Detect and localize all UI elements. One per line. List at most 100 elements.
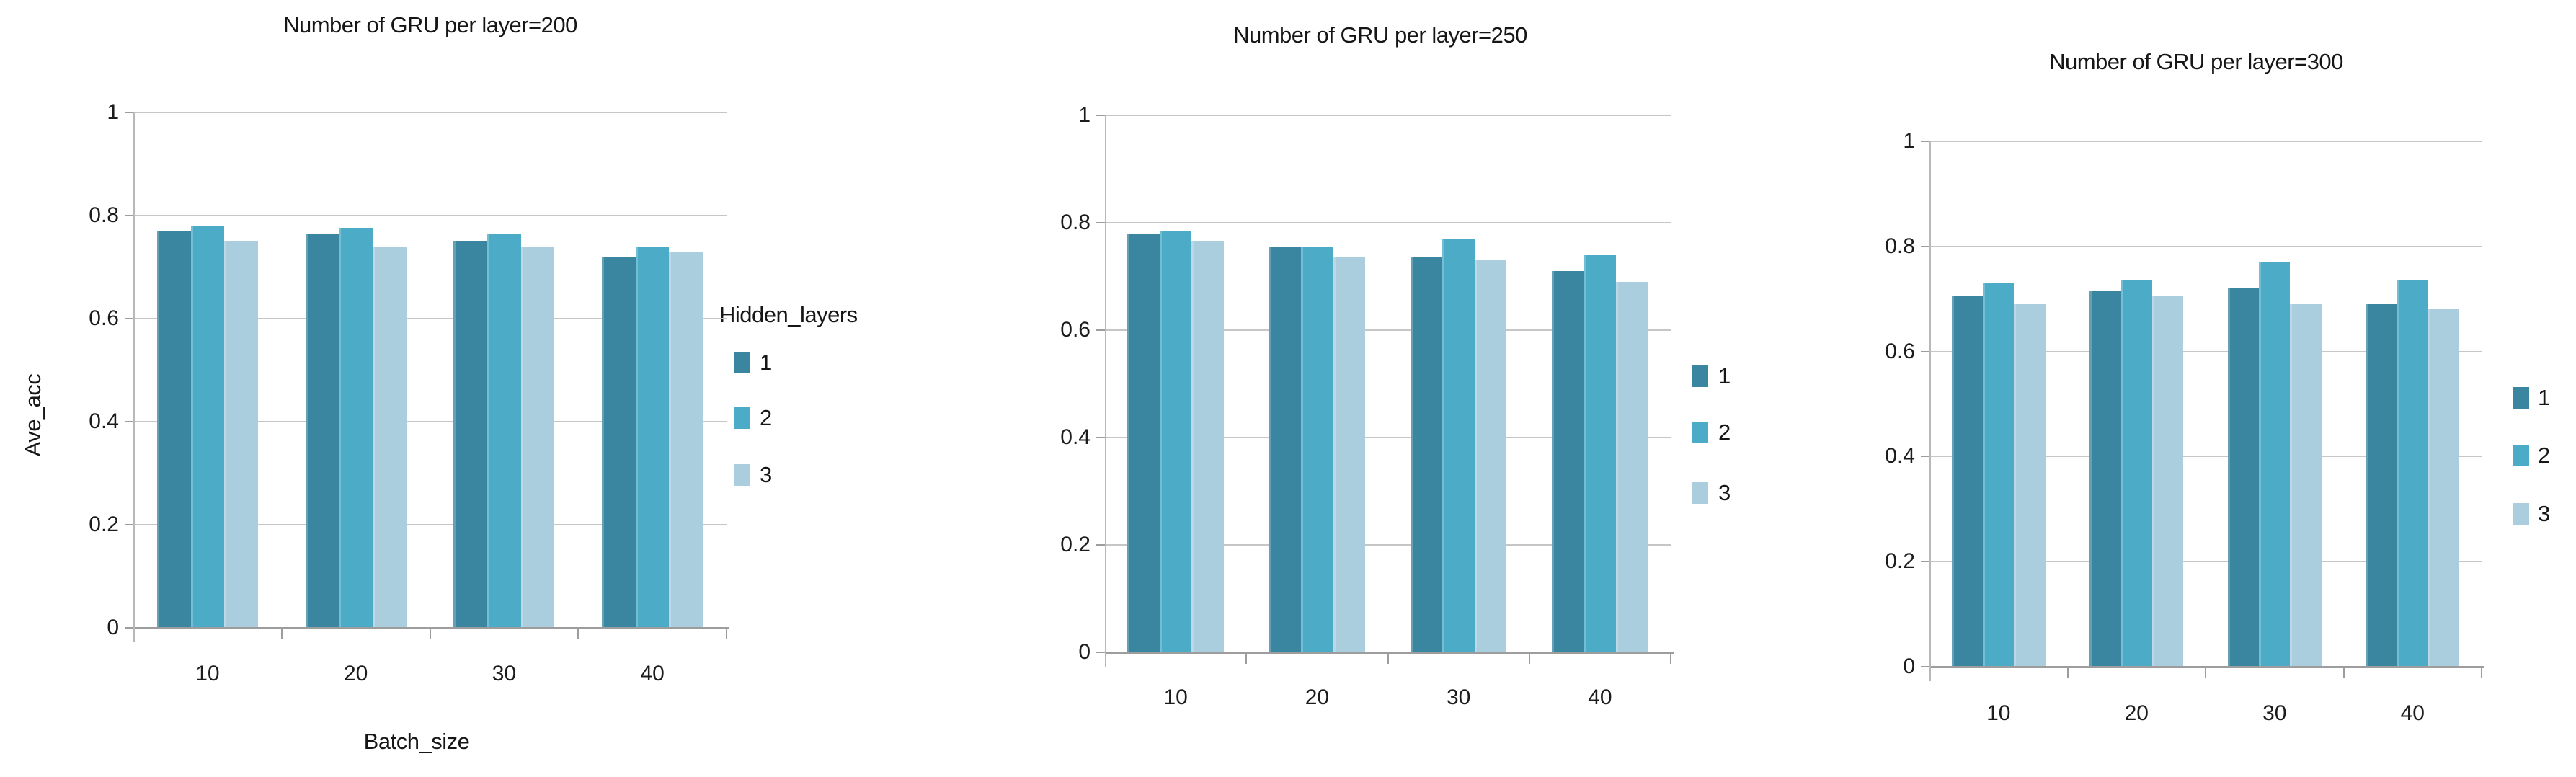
gridline: [1929, 350, 2482, 352]
bar-batch40-layers2: [1584, 254, 1617, 652]
legend-swatch: [1692, 482, 1708, 504]
y-tick-mark: [125, 112, 133, 113]
x-tick-label: 40: [2400, 701, 2425, 725]
x-tick-label: 30: [1446, 685, 1471, 709]
legend-swatch: [1692, 365, 1708, 387]
x-axis-line: [133, 627, 729, 629]
legend-label: 2: [2538, 443, 2551, 468]
gridline: [1105, 544, 1671, 546]
gridline: [133, 215, 727, 216]
bar-batch40-layers3: [669, 252, 703, 628]
y-tick-label: 0.2: [1885, 549, 1915, 574]
y-tick-label: 0: [1903, 654, 1915, 678]
y-tick-mark: [125, 318, 133, 319]
x-tick-label: 40: [1588, 685, 1612, 709]
y-tick-mark: [125, 524, 133, 525]
y-tick-label: 1: [1078, 103, 1091, 127]
bar-batch20-layers3: [372, 246, 407, 628]
bar-batch30-layers1: [453, 241, 488, 628]
y-tick-label: 0.8: [1885, 234, 1915, 258]
y-tick-mark: [1096, 222, 1105, 223]
legend-label: 3: [1718, 480, 1731, 505]
bar-batch10-layers3: [224, 241, 258, 628]
bar-batch30-layers2: [1442, 239, 1475, 652]
bar-batch20-layers1: [1269, 247, 1302, 652]
gridline: [1929, 456, 2482, 458]
gridline: [1929, 245, 2482, 247]
bar-batch10-layers2: [190, 226, 225, 628]
x-tick-mark: [2481, 667, 2482, 678]
legend-label: 3: [2538, 501, 2551, 526]
gridline: [133, 318, 727, 319]
y-tick-label: 0: [1078, 640, 1091, 664]
bar-batch10-layers2: [1159, 231, 1192, 652]
legend-swatch: [2513, 387, 2529, 409]
x-tick-label: 40: [640, 662, 665, 685]
bar-batch20-layers3: [2151, 296, 2184, 667]
x-tick-mark: [1387, 652, 1389, 664]
y-axis-line: [1929, 141, 1931, 681]
legend-swatch: [734, 464, 750, 486]
gridline: [1105, 115, 1671, 116]
bar-batch40-layers1: [2366, 303, 2397, 667]
gridline: [1105, 329, 1671, 331]
chart-title: Number of GRU per layer=250: [1233, 22, 1527, 48]
x-tick-mark: [726, 628, 727, 639]
bar-batch40-layers1: [1552, 271, 1584, 652]
chart-title: Number of GRU per layer=300: [2049, 49, 2343, 74]
x-tick-label: 20: [2124, 701, 2149, 725]
y-tick-label: 0.6: [1060, 318, 1091, 342]
x-tick-label: 10: [1986, 701, 2011, 725]
bar-batch20-layers2: [1301, 247, 1333, 652]
gridline: [133, 524, 727, 525]
bar-batch40-layers1: [602, 257, 636, 628]
legend-title: Hidden_layers: [719, 302, 858, 327]
x-tick-mark: [1528, 652, 1530, 664]
y-tick-label: 0.6: [1885, 339, 1915, 363]
y-tick-label: 0.4: [89, 409, 119, 433]
legend-label: 1: [1718, 363, 1731, 388]
gridline: [1105, 437, 1671, 438]
bar-batch20-layers3: [1333, 257, 1366, 652]
y-axis-line: [133, 112, 135, 642]
y-tick-mark: [1921, 350, 1929, 352]
y-tick-label: 0.2: [1060, 533, 1091, 556]
bar-batch20-layers2: [339, 228, 373, 628]
legend-swatch: [2513, 503, 2529, 525]
gridline: [1929, 141, 2482, 142]
bar-batch20-layers2: [2120, 280, 2152, 667]
bar-batch10-layers3: [2014, 303, 2046, 667]
y-tick-mark: [1096, 437, 1105, 438]
bar-batch40-layers3: [2428, 309, 2460, 667]
y-axis-line: [1105, 115, 1106, 667]
bar-batch30-layers2: [2259, 262, 2291, 667]
bar-batch30-layers1: [1410, 257, 1443, 652]
y-tick-mark: [1921, 561, 1929, 563]
y-tick-mark: [125, 421, 133, 422]
bar-batch30-layers2: [487, 234, 521, 628]
gridline: [1929, 561, 2482, 563]
x-tick-label: 30: [492, 662, 517, 685]
y-tick-label: 0.2: [89, 512, 119, 536]
x-axis-title: Batch_size: [363, 729, 470, 754]
bar-batch10-layers1: [1951, 296, 1984, 667]
bar-batch30-layers3: [2290, 303, 2322, 667]
x-tick-label: 20: [1305, 685, 1330, 709]
x-tick-label: 20: [343, 662, 368, 685]
y-tick-mark: [1096, 544, 1105, 546]
x-tick-label: 30: [2262, 701, 2287, 725]
bar-batch30-layers3: [1474, 260, 1507, 652]
x-tick-mark: [280, 628, 283, 639]
legend-label: 2: [1718, 419, 1731, 445]
y-tick-label: 1: [1903, 129, 1915, 153]
bar-batch40-layers2: [2397, 280, 2428, 667]
y-tick-label: 0.4: [1885, 444, 1915, 469]
x-tick-mark: [2066, 667, 2069, 678]
legend-label: 3: [760, 462, 773, 487]
legend-swatch: [734, 407, 750, 429]
y-tick-mark: [125, 215, 133, 216]
y-tick-mark: [1921, 456, 1929, 458]
